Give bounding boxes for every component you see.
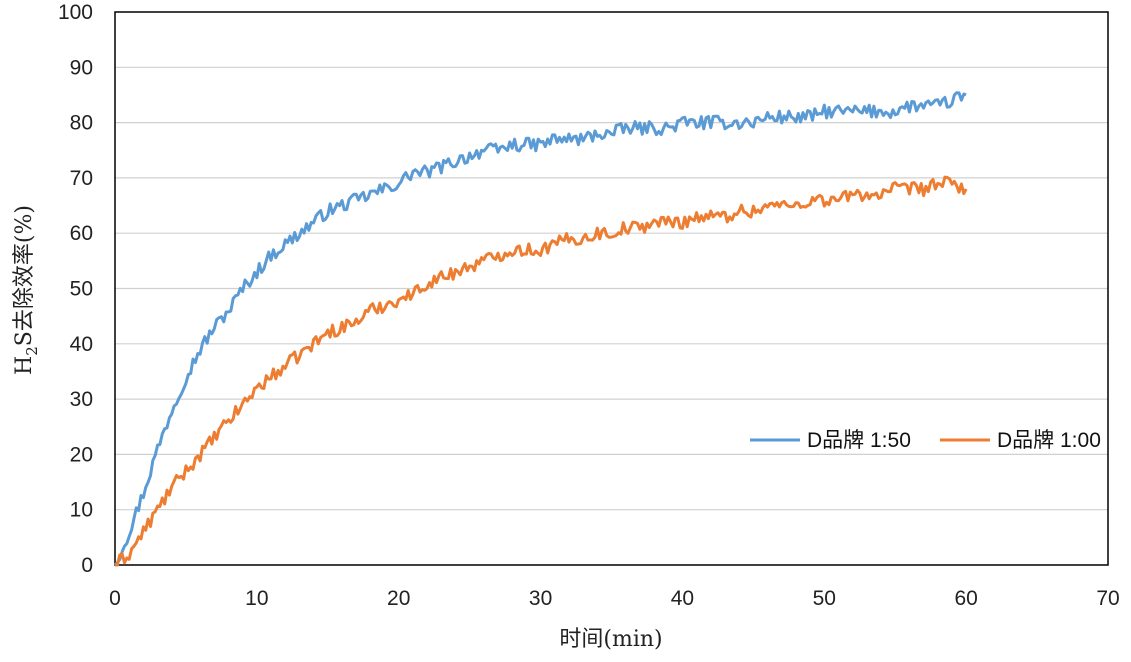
x-tick-label: 40 xyxy=(671,587,694,610)
x-tick-label: 30 xyxy=(529,587,552,610)
plot-area-frame xyxy=(114,11,1109,566)
y-axis-title-rest: S去除效率(%) xyxy=(12,205,37,346)
y-tick-label: 90 xyxy=(70,56,93,79)
y-tick-labels: 0 10 20 30 40 50 60 70 80 90 100 xyxy=(58,1,93,577)
series-layer xyxy=(113,91,968,567)
y-axis-title-subscript: 2 xyxy=(23,346,41,356)
legend: D品牌 1:50 D品牌 1:00 xyxy=(750,429,1101,452)
y-tick-label: 50 xyxy=(70,278,93,301)
grid-lines xyxy=(115,66,1108,511)
y-tick-label: 20 xyxy=(70,443,93,466)
x-tick-label: 50 xyxy=(813,587,836,610)
x-tick-label: 70 xyxy=(1096,587,1119,610)
series-line-2 xyxy=(115,175,968,567)
y-tick-label: 60 xyxy=(70,222,93,245)
y-tick-label: 80 xyxy=(70,112,93,135)
x-tick-label: 10 xyxy=(245,587,268,610)
x-tick-labels: 0 10 20 30 40 50 60 70 xyxy=(109,587,1120,610)
legend-label-series-1: D品牌 1:50 xyxy=(807,429,911,452)
y-tick-label: 10 xyxy=(70,499,93,522)
legend-label-series-2: D品牌 1:00 xyxy=(997,429,1101,452)
y-tick-label: 30 xyxy=(70,388,93,411)
y-tick-label: 100 xyxy=(58,1,93,24)
series-line-1 xyxy=(113,91,967,567)
x-tick-label: 0 xyxy=(109,587,121,610)
x-tick-label: 60 xyxy=(954,587,977,610)
y-axis-title: H2S去除效率(%) xyxy=(12,205,41,375)
y-tick-label: 70 xyxy=(70,167,93,190)
y-axis-title-h: H xyxy=(12,356,37,375)
y-tick-label: 40 xyxy=(70,333,93,356)
y-tick-label: 0 xyxy=(81,554,93,577)
x-tick-label: 20 xyxy=(387,587,410,610)
x-axis-title: 时间(min) xyxy=(559,627,662,652)
